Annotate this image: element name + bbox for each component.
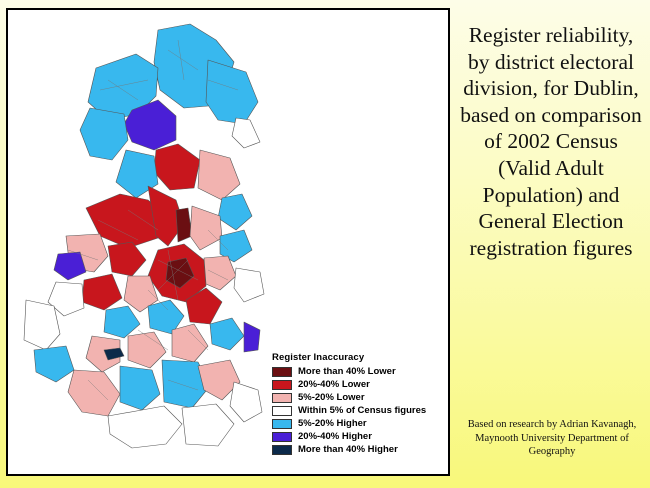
ded-north-7 — [153, 143, 201, 191]
ded-west-8 — [219, 229, 253, 263]
legend-item: Within 5% of Census figures — [272, 404, 448, 417]
legend-item: 5%-20% Lower — [272, 391, 448, 404]
ded-south-2 — [119, 365, 161, 411]
ded-south-4 — [107, 405, 183, 449]
ded-west-6 — [53, 251, 87, 281]
legend-label: More than 40% Higher — [298, 444, 398, 455]
ded-west-7 — [107, 241, 147, 277]
ded-city-7 — [81, 273, 123, 311]
legend-label: 20%-40% Higher — [298, 431, 372, 442]
ded-boundaries-4 — [87, 329, 209, 401]
legend-label: More than 40% Lower — [298, 366, 396, 377]
slide-title: Register reliability, by district electo… — [460, 23, 642, 260]
ded-city-2 — [165, 257, 195, 289]
legend-item: 20%-40% Lower — [272, 378, 448, 391]
ded-west-4 — [189, 205, 223, 251]
legend-label: Within 5% of Census figures — [298, 405, 427, 416]
legend-title: Register Inaccuracy — [272, 352, 365, 363]
legend-swatch — [272, 405, 292, 416]
ded-city-14 — [127, 331, 167, 369]
ded-city-3 — [203, 255, 237, 291]
legend-swatch — [272, 431, 292, 442]
ded-city-6 — [233, 267, 265, 303]
ded-north-9 — [115, 149, 159, 199]
ded-south-6 — [181, 403, 235, 447]
legend-swatch — [272, 392, 292, 403]
ded-city-5 — [185, 287, 223, 325]
legend-item: 20%-40% Higher — [272, 430, 448, 443]
ded-west-3 — [175, 207, 193, 243]
ded-boundaries-2 — [147, 249, 229, 311]
legend-item: More than 40% Higher — [272, 443, 448, 456]
ded-north-3 — [205, 59, 259, 125]
map-legend: Register Inaccuracy More than 40% Lower … — [272, 352, 448, 456]
legend-label: 5%-20% Lower — [298, 392, 365, 403]
legend-item: More than 40% Lower — [272, 365, 448, 378]
legend-swatch — [272, 366, 292, 377]
ded-city-18 — [33, 345, 75, 383]
ded-north-5 — [79, 107, 129, 161]
ded-city-12 — [243, 321, 261, 353]
ded-city-13 — [171, 323, 209, 363]
legend-swatch — [272, 379, 292, 390]
map-frame: Register Inaccuracy More than 40% Lower … — [6, 8, 450, 476]
ded-north-10 — [217, 193, 253, 231]
ded-city-16 — [103, 347, 125, 361]
legend-swatch — [272, 444, 292, 455]
legend-item: 5%-20% Higher — [272, 417, 448, 430]
ded-south-7 — [229, 381, 263, 423]
dublin-ded-map — [23, 23, 265, 449]
ded-boundaries-3 — [67, 209, 229, 261]
ded-boundaries-1 — [99, 39, 239, 101]
ded-city-10 — [103, 305, 141, 339]
legend-label: 20%-40% Lower — [298, 379, 370, 390]
research-credit: Based on research by Adrian Kavanagh, Ma… — [467, 419, 637, 457]
ded-city-15 — [85, 335, 121, 373]
ded-south-5 — [197, 359, 241, 401]
legend-swatch — [272, 418, 292, 429]
ded-city-8 — [47, 281, 85, 317]
ded-city-17 — [23, 299, 61, 351]
ded-south-1 — [67, 369, 121, 417]
ded-north-6 — [231, 117, 261, 149]
ded-city-11 — [209, 317, 245, 351]
ded-city-9 — [147, 299, 185, 335]
ded-north-8 — [197, 149, 241, 201]
legend-label: 5%-20% Higher — [298, 418, 367, 429]
ded-south-3 — [161, 359, 211, 409]
